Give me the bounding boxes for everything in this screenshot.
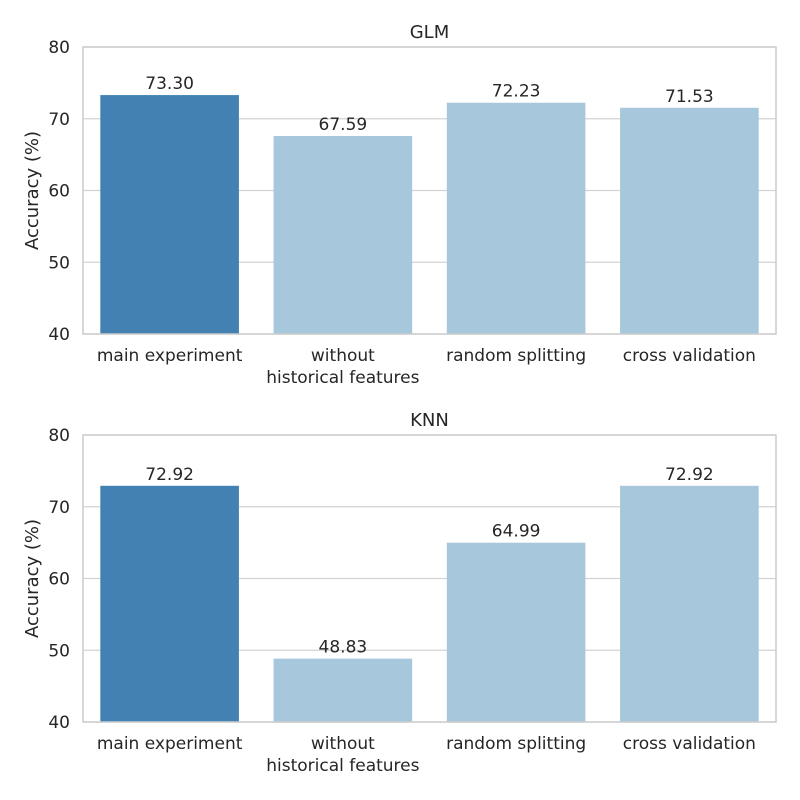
data-label: 73.30: [145, 74, 194, 94]
plot-frame: [82, 434, 777, 723]
y-tick-label: 80: [48, 38, 70, 58]
x-tick-label: main experiment: [97, 734, 243, 754]
data-label: 71.53: [665, 87, 714, 107]
bar: [620, 485, 759, 722]
y-tick-label: 70: [48, 110, 70, 130]
y-tick-label: 50: [48, 641, 70, 661]
x-tick-label: random splitting: [446, 346, 586, 366]
x-tick-label: without historical features: [266, 346, 419, 388]
bar: [446, 102, 586, 334]
y-tick-label: 60: [48, 182, 70, 202]
x-tick-label: without historical features: [266, 734, 419, 776]
data-label: 72.23: [492, 82, 541, 102]
x-tick-label: cross validation: [623, 346, 756, 366]
data-label: 48.83: [319, 638, 368, 658]
x-tick-label: random splitting: [446, 734, 586, 754]
bar: [446, 542, 586, 722]
y-axis-label: Accuracy (%): [22, 519, 43, 638]
y-tick-label: 70: [48, 498, 70, 518]
bar: [620, 107, 759, 334]
bar: [273, 658, 413, 722]
bar: [273, 136, 413, 334]
x-tick-label: cross validation: [623, 734, 756, 754]
bar: [100, 485, 239, 722]
data-label: 72.92: [665, 465, 714, 485]
chart-panel-knn: 40 50 60 70 80 72.92 main experiment 48.83 witho…: [22, 410, 777, 776]
chart-panel-glm: 40 50 60 70 80 73.30 main experiment 67.59 witho…: [22, 22, 777, 388]
data-label: 72.92: [145, 465, 194, 485]
y-tick-label: 40: [48, 325, 70, 345]
data-label: 67.59: [319, 115, 368, 135]
x-tick-label: main experiment: [97, 346, 243, 366]
y-tick-label: 40: [48, 713, 70, 733]
y-tick-label: 50: [48, 253, 70, 273]
y-tick-label: 80: [48, 426, 70, 446]
data-label: 64.99: [492, 522, 541, 542]
plot-frame: [82, 46, 777, 335]
bar: [100, 95, 239, 334]
y-axis-label: Accuracy (%): [22, 131, 43, 250]
y-tick-label: 60: [48, 570, 70, 590]
chart-title: GLM: [410, 22, 450, 43]
chart-title: KNN: [410, 410, 449, 431]
